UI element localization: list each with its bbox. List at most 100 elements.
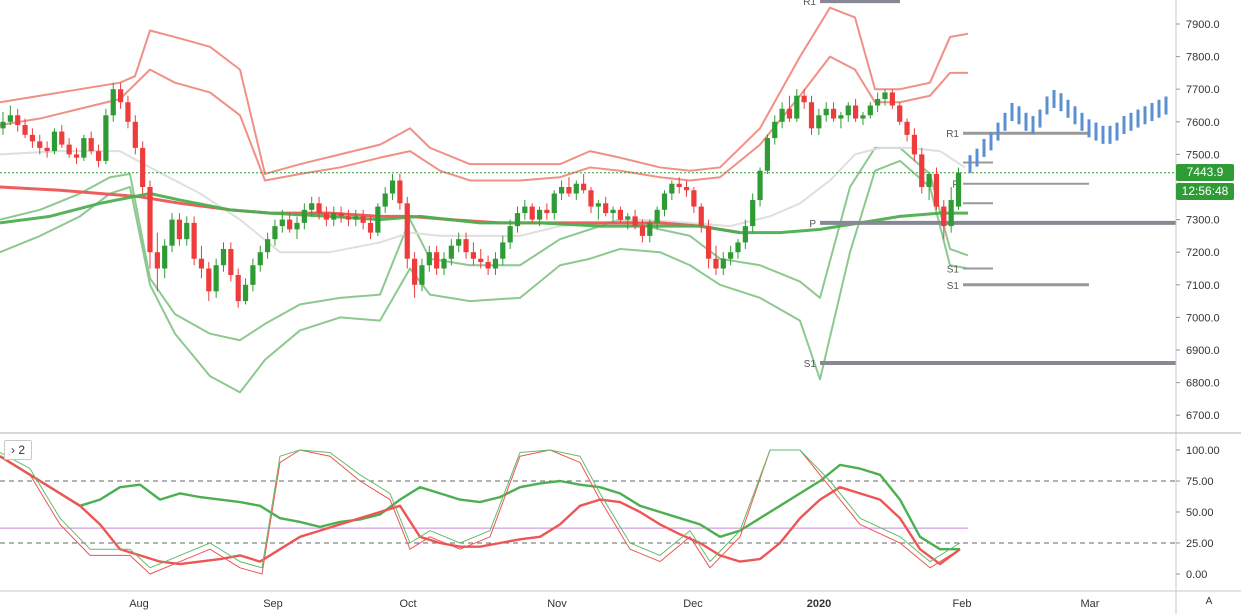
candle-body (536, 209, 543, 220)
osc-series-line (0, 455, 960, 551)
candle-body (522, 206, 528, 214)
osc-series-line (0, 455, 961, 566)
candle-body (764, 138, 770, 171)
projection-mark (1143, 106, 1147, 125)
candle-body (184, 222, 190, 240)
candle-body (683, 187, 690, 191)
candle-body (338, 213, 344, 217)
candle-body (478, 258, 484, 262)
pivot-level-label: S1 (947, 265, 960, 276)
candle-body (816, 115, 822, 129)
candle-body (838, 115, 844, 119)
upper-band-inner (0, 55, 968, 182)
candle-body (140, 147, 146, 187)
candle-body (309, 203, 315, 210)
osc-series-line (0, 449, 961, 569)
time-tick-label: Nov (547, 598, 567, 610)
candle-body (875, 98, 881, 106)
candle-body (919, 154, 925, 187)
candle-body (933, 173, 940, 207)
candle-body (750, 200, 756, 227)
candle-body (786, 108, 793, 119)
candle-body (287, 219, 293, 230)
projection-mark (1010, 103, 1014, 122)
projection-mark (1122, 116, 1126, 135)
time-tick-label: Sep (263, 598, 283, 610)
candle-body (801, 95, 807, 103)
candle-body (294, 222, 300, 230)
candle-body (559, 187, 565, 194)
candle-body (529, 206, 535, 220)
candle-body (235, 275, 241, 302)
candle-body (81, 138, 87, 158)
candle-body (853, 105, 859, 119)
projection-mark (1115, 122, 1119, 141)
price-tick-label: 7100.0 (1186, 280, 1220, 292)
long-average-green (0, 192, 968, 235)
projection-mark (1087, 119, 1091, 138)
candle-body (345, 216, 352, 220)
candle-body (617, 209, 623, 220)
candle-body (713, 258, 719, 269)
candle-body (573, 183, 579, 194)
candle-body (360, 216, 366, 223)
candle-body (735, 242, 741, 253)
auto-scale-button[interactable]: A (1205, 596, 1213, 607)
candle-body (448, 245, 454, 259)
candle-body (44, 147, 50, 152)
candle-body (808, 102, 815, 129)
candle-body (353, 216, 359, 220)
candle-body (661, 193, 668, 210)
pivot-level-label: R1 (946, 129, 959, 140)
candle-body (0, 121, 6, 129)
price-tick-label: 6800.0 (1186, 378, 1220, 390)
candle-body (676, 183, 682, 187)
price-tick-label: 7800.0 (1186, 52, 1220, 64)
oscillator-pane[interactable] (0, 449, 1176, 575)
candle-body (544, 209, 550, 214)
mid-average-gray (0, 146, 966, 254)
candle-body (911, 134, 917, 155)
projection-mark (996, 122, 1000, 141)
pivot-level-label: P (809, 219, 816, 230)
projection-mark (968, 155, 972, 174)
candle-body (706, 226, 712, 259)
candle-body (632, 216, 638, 227)
candle-body (595, 203, 601, 207)
indicator-legend-value: 2 (18, 443, 26, 457)
candle-body (147, 187, 153, 253)
candle-body (882, 92, 888, 99)
candle-body (426, 252, 432, 266)
price-tick-label: 7000.0 (1186, 312, 1220, 324)
candle-body (698, 206, 704, 227)
candle-body (794, 95, 800, 119)
candle-body (162, 245, 168, 269)
candle-body (404, 203, 410, 259)
candle-body (242, 284, 249, 302)
time-tick-label: Dec (683, 598, 703, 610)
candle-body (132, 121, 138, 148)
price-pane[interactable]: R1 P P S1 S1 S1 R1 (0, 0, 1176, 394)
candle-body (88, 138, 94, 152)
candle-body (889, 92, 895, 106)
candle-body (441, 258, 447, 269)
projection-mark (1164, 96, 1168, 115)
projection-mark (989, 132, 993, 151)
price-tick-label: 6700.0 (1186, 410, 1220, 422)
pivot-level-label: R1 (803, 0, 816, 8)
chevron-right-icon[interactable]: › (11, 443, 15, 457)
projection-mark (1066, 99, 1070, 118)
pivot-level-label: P (952, 180, 959, 191)
candle-body (492, 258, 499, 269)
price-tick-label: 7200.0 (1186, 247, 1220, 259)
candle-body (728, 252, 734, 259)
candle-body (382, 193, 388, 207)
candle-body (29, 134, 35, 142)
candle-body (772, 121, 778, 139)
candle-body (551, 193, 557, 214)
projection-mark (1045, 96, 1049, 115)
candle-body (941, 206, 947, 227)
candle-body (375, 206, 381, 233)
indicator-legend[interactable]: › 2 (4, 440, 33, 460)
candle-body (720, 258, 726, 269)
